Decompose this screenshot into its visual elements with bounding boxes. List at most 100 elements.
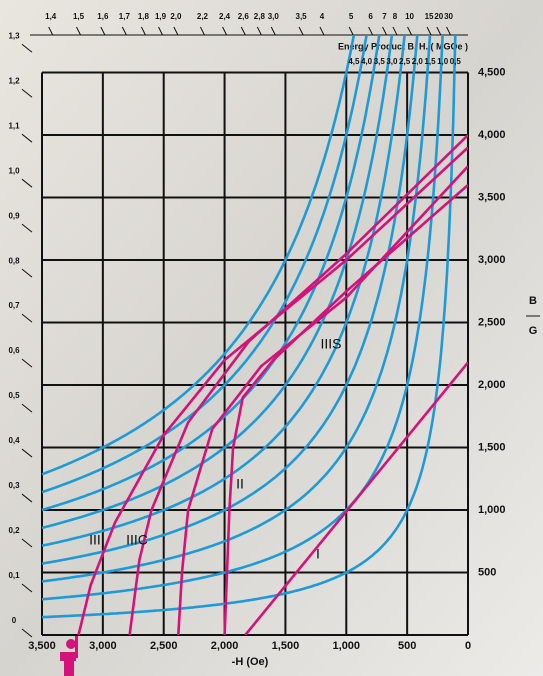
- demag-curve: [177, 165, 468, 635]
- x-tick-label: 2,000: [211, 640, 239, 652]
- permeance-tick: [21, 403, 33, 413]
- permeance-label: 20: [434, 12, 443, 21]
- energy-curve: [41, 35, 432, 583]
- energy-curve: [41, 35, 444, 601]
- permeance-tick: [21, 268, 33, 278]
- y-axis-title: B: [529, 295, 537, 307]
- permeance-tick: [21, 538, 33, 548]
- permeance-label: 1,0: [8, 166, 20, 175]
- labels: 3,500 3,000 2,500 2,000 1,500 1,000 500 0 500 1,0…: [8, 12, 505, 652]
- permeance-label: 2,4: [219, 12, 231, 21]
- permeance-tick: [48, 26, 54, 36]
- energy-curve: [41, 35, 406, 547]
- permeance-tick: [21, 493, 33, 503]
- permeance-label: 1,8: [138, 12, 150, 21]
- permeance-label: 2,8: [254, 12, 266, 21]
- y-tick-label: 3,500: [478, 191, 506, 203]
- y-tick-label: 4,500: [478, 66, 506, 78]
- permeance-label: 4: [320, 12, 325, 21]
- permeance-tick: [140, 26, 146, 36]
- x-tick-label: 500: [398, 640, 416, 652]
- permeance-tick: [368, 26, 374, 36]
- permeance-label: 0,3: [8, 481, 20, 490]
- permeance-label: 6: [368, 12, 373, 21]
- demag-curve: [128, 134, 468, 635]
- energy-label: 3,5: [374, 57, 386, 66]
- permeance-label: 15: [425, 12, 434, 21]
- demag-curve: [244, 361, 468, 635]
- permeance-tick: [240, 26, 246, 36]
- energy-curve: [42, 35, 457, 619]
- permeance-tick: [21, 628, 33, 638]
- permeance-tick: [21, 88, 33, 98]
- permeance-label: 2,6: [238, 12, 250, 21]
- energy-curve: [41, 35, 394, 530]
- energy-label: 1,5: [424, 57, 436, 66]
- permeance-label: 0,6: [8, 346, 20, 355]
- energy-label: 4,5: [348, 57, 360, 66]
- permeance-label: 0,7: [8, 301, 20, 310]
- energy-label: 4,0: [361, 57, 373, 66]
- y-axis-unit: G: [529, 325, 538, 337]
- energy-label: 1,0: [437, 57, 449, 66]
- x-tick-label: 1,000: [333, 640, 361, 652]
- permeance-label: 1,5: [73, 12, 85, 21]
- permeance-label: 30: [444, 12, 453, 21]
- y-tick-label: 2,000: [478, 379, 506, 391]
- permeance-tick: [76, 26, 81, 36]
- permeance-label: 1,2: [8, 76, 20, 85]
- energy-label: 0,5: [450, 57, 462, 66]
- permeance-tick: [21, 583, 33, 593]
- energy-curve: [41, 35, 381, 512]
- y-tick-label: 4,000: [478, 129, 506, 141]
- permeance-label: 1,7: [119, 12, 131, 21]
- permeance-tick: [199, 26, 205, 36]
- permeance-tick: [298, 26, 304, 36]
- permeance-label: 2,0: [170, 12, 182, 21]
- permeance-tick: [21, 313, 33, 323]
- permeance-label: 0,2: [8, 526, 20, 535]
- demag-curve: [77, 146, 468, 635]
- permeance-tick: [392, 26, 398, 36]
- permeance-label: 10: [405, 12, 414, 21]
- permeance-tick: [319, 26, 325, 36]
- curves: [41, 35, 468, 635]
- permeance-label: 5: [349, 12, 354, 21]
- x-tick-label: 3,000: [89, 640, 117, 652]
- energy-curve: [41, 35, 368, 494]
- series-label: II: [236, 476, 244, 492]
- permeance-tick: [21, 133, 33, 143]
- series-label: I: [316, 546, 320, 562]
- demag-curve: [223, 184, 468, 635]
- permeance-tick: [158, 26, 163, 36]
- permeance-label: 8: [393, 12, 398, 21]
- series-label: IIIC: [126, 532, 148, 548]
- y-tick-label: 1,500: [478, 441, 506, 453]
- permeance-label: 2,2: [197, 12, 209, 21]
- grid: [21, 26, 469, 638]
- permeance-tick: [426, 26, 432, 36]
- permeance-label: 0,8: [8, 256, 20, 265]
- series-label: III: [89, 532, 101, 548]
- person-icon: [60, 636, 78, 676]
- permeance-tick: [407, 26, 413, 36]
- permeance-tick: [382, 26, 387, 36]
- permeance-label: 1,3: [8, 31, 20, 40]
- permeance-tick: [270, 26, 276, 36]
- permeance-tick: [436, 26, 442, 36]
- energy-curve: [41, 35, 356, 476]
- x-tick-label: 0: [465, 640, 471, 652]
- energy-label: 2,5: [399, 57, 411, 66]
- permeance-label: 0,1: [8, 571, 20, 580]
- y-tick-label: 1,000: [478, 504, 506, 516]
- permeance-tick: [121, 26, 127, 36]
- permeance-tick: [446, 26, 451, 36]
- permeance-tick: [21, 448, 33, 458]
- energy-label: 2,0: [412, 57, 424, 66]
- permeance-tick: [21, 223, 33, 233]
- permeance-tick: [173, 26, 179, 36]
- permeance-label: 0,4: [8, 436, 20, 445]
- permeance-label: 3,0: [268, 12, 280, 21]
- series-label: IIIS: [320, 336, 341, 352]
